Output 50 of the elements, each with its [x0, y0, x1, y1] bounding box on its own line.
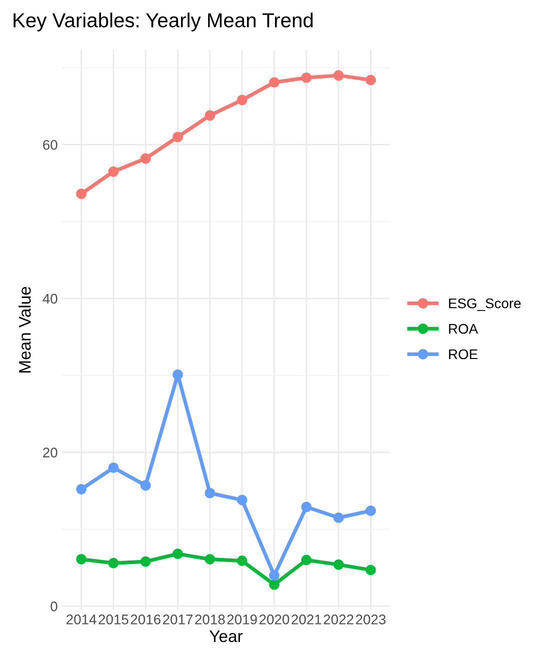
point: [172, 132, 183, 142]
point: [365, 564, 376, 576]
x-tick-label: 2019: [227, 614, 257, 624]
point: [333, 559, 344, 570]
point: [108, 558, 119, 568]
point: [204, 110, 216, 121]
y-tick-label: 20: [43, 448, 58, 458]
point: [301, 72, 312, 83]
y-tick-label: 60: [43, 140, 58, 150]
point: [236, 556, 248, 566]
point: [140, 480, 151, 491]
point: [333, 512, 344, 523]
x-tick-label: 2020: [259, 614, 290, 624]
point: [269, 570, 280, 581]
point: [333, 70, 344, 81]
point: [108, 166, 119, 177]
point: [76, 554, 87, 564]
y-axis-title: Mean Value: [18, 286, 31, 372]
x-tick-label: 2014: [66, 614, 96, 624]
point: [140, 556, 151, 567]
point: [108, 462, 119, 473]
x-tick-label: 2022: [324, 614, 354, 624]
point: [172, 369, 183, 380]
point: [236, 94, 248, 106]
y-tick-label: 40: [42, 294, 58, 304]
point: [236, 494, 248, 506]
chart-title: Key Variables: Yearly Mean Trend: [14, 12, 313, 32]
point: [76, 484, 87, 494]
x-tick-label: 2016: [130, 614, 160, 624]
x-tick-label: 2023: [356, 614, 386, 624]
y-tick-label: 0: [50, 601, 58, 612]
point: [204, 488, 216, 498]
x-tick-label: 2017: [163, 614, 193, 624]
point: [140, 153, 151, 164]
legend-label: ESG_Score: [449, 298, 521, 311]
point: [204, 554, 216, 564]
point: [269, 77, 280, 88]
x-tick-label: 2015: [98, 614, 128, 624]
point: [269, 579, 280, 590]
point: [76, 188, 87, 200]
point: [301, 554, 312, 566]
x-axis-title: Year: [210, 630, 243, 642]
point: [365, 506, 376, 516]
legend-label: ROE: [449, 349, 478, 360]
x-tick-label: 2021: [292, 614, 322, 624]
point: [301, 502, 312, 512]
point: [172, 548, 183, 560]
point: [365, 74, 376, 86]
x-tick-label: 2018: [195, 614, 225, 624]
legend-label: ROA: [449, 324, 478, 334]
